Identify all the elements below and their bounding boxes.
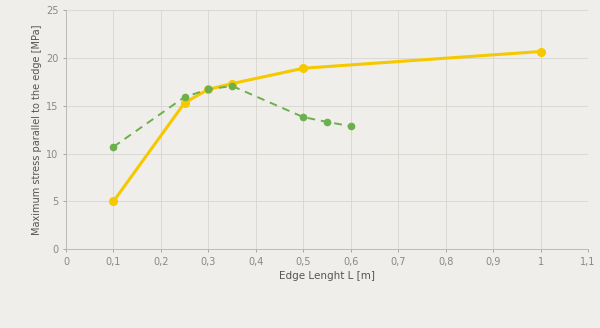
analytical: [205, 87, 212, 91]
Line: analytical: analytical: [110, 48, 544, 205]
FEM: [299, 115, 307, 119]
FEM: [110, 145, 117, 149]
analytical: [110, 199, 117, 203]
FEM: [205, 87, 212, 91]
analytical: [299, 66, 307, 70]
Legend: analytical, FEM: analytical, FEM: [246, 326, 408, 328]
FEM: [323, 120, 331, 124]
X-axis label: Edge Lenght L [m]: Edge Lenght L [m]: [279, 271, 375, 281]
FEM: [347, 124, 355, 128]
Y-axis label: Maximum stress parallel to the edge [MPa]: Maximum stress parallel to the edge [MPa…: [32, 24, 41, 235]
FEM: [229, 84, 236, 88]
Line: FEM: FEM: [110, 83, 354, 150]
FEM: [181, 95, 188, 99]
analytical: [537, 50, 544, 53]
analytical: [181, 101, 188, 105]
analytical: [229, 82, 236, 86]
